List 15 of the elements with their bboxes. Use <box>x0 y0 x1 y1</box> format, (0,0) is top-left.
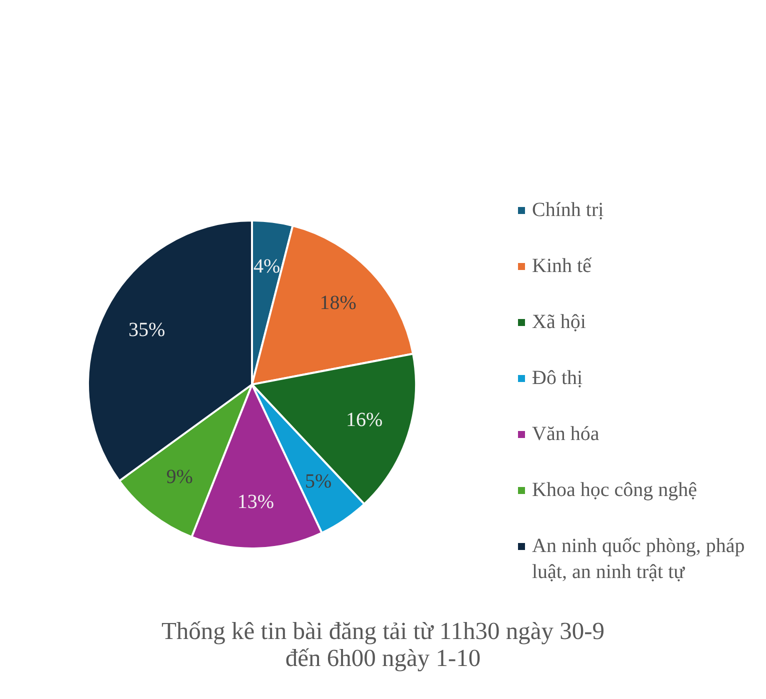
text: Thống kê tin bài đăng tải từ 11h30 ngày 30-9 đến 6h00 ngày 1-10 <box>160 618 606 672</box>
legend-label: An ninh quốc phòng, pháp luật, an ninh trật tự <box>532 534 746 585</box>
legend-label: Xã hội <box>532 310 586 335</box>
data-label: 9% <box>166 466 193 488</box>
legend-label: Khoa học công nghệ <box>532 478 697 503</box>
data-label: 18% <box>320 292 356 314</box>
legend-label: Văn hóa <box>532 422 600 447</box>
data-label: 4% <box>253 256 280 278</box>
legend-label: Kinh tế <box>532 254 592 279</box>
data-label: 13% <box>237 490 274 513</box>
data-label: 5% <box>305 470 332 492</box>
legend-label: Đô thị <box>532 366 583 391</box>
data-label: 16% <box>346 409 383 432</box>
data-label: 35% <box>128 319 166 342</box>
legend-label: Chính trị <box>532 198 604 223</box>
